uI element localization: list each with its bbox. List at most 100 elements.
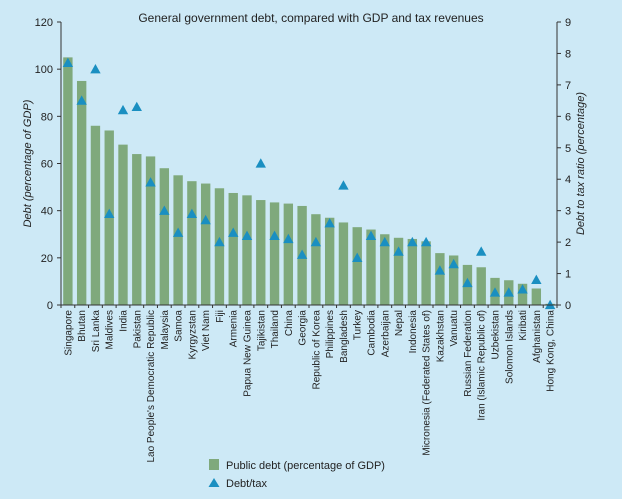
- debt-tax-marker-12: [214, 236, 225, 247]
- bar-24: [380, 234, 390, 305]
- debt-tax-marker-23: [365, 230, 377, 240]
- left-tick-label: 60: [41, 159, 53, 171]
- legend-marker-label: Debt/tax: [226, 478, 267, 490]
- right-tick-label: 9: [565, 17, 571, 29]
- category-label-6: Pakistan: [132, 310, 143, 348]
- category-label-28: Kazakhstan: [435, 310, 446, 362]
- category-label-5: India: [119, 310, 130, 332]
- debt-tax-marker-11: [200, 214, 211, 225]
- category-label-12: Fiji: [215, 310, 226, 323]
- plot-area: [62, 57, 556, 310]
- debt-tax-marker-35: [531, 274, 542, 285]
- category-label-30: Russian Federation: [463, 310, 474, 397]
- bar-26: [407, 238, 418, 305]
- bar-21: [338, 222, 349, 305]
- right-tick-label: 8: [565, 48, 571, 60]
- right-tick-label: 2: [565, 237, 571, 249]
- axes: 0 20 40 60 80 100 120 0 1 2 3 4 5 6 7 8 9 Singapore Bhutan…: [22, 17, 587, 463]
- debt-tax-marker-27: [420, 236, 432, 247]
- category-label-32: Uzbekistan: [491, 310, 502, 359]
- bar-35: [531, 288, 542, 305]
- debt-tax-marker-9: [172, 227, 184, 237]
- left-tick-label: 20: [41, 253, 53, 265]
- bar-31: [476, 267, 486, 305]
- category-label-21: Bangladesh: [339, 310, 350, 363]
- debt-tax-marker-18: [296, 249, 308, 259]
- category-label-26: Indonesia: [408, 310, 419, 354]
- debt-tax-marker-30: [462, 277, 473, 288]
- bar-7: [145, 156, 156, 305]
- category-label-36: Hong Kong, China: [546, 310, 557, 392]
- category-label-11: Viet Nam: [201, 310, 212, 351]
- debt-tax-marker-26: [407, 236, 418, 247]
- category-label-22: Turkey: [353, 310, 364, 340]
- bar-3: [90, 125, 101, 306]
- debt-tax-marker-10: [186, 208, 198, 218]
- bar-22: [352, 227, 362, 305]
- bar-5: [118, 144, 128, 305]
- right-axis-title: Debt to tax ratio (percentage): [575, 92, 587, 235]
- category-label-25: Nepal: [394, 310, 405, 336]
- bar-19: [311, 214, 321, 305]
- debt-tax-marker-14: [241, 230, 253, 240]
- debt-tax-marker-22: [352, 252, 363, 262]
- debt-tax-marker-3: [90, 63, 101, 74]
- category-label-13: Armenia: [229, 310, 240, 348]
- debt-tax-marker-34: [517, 284, 528, 294]
- right-tick-label: 7: [565, 80, 571, 92]
- right-tick-label: 0: [565, 300, 571, 312]
- category-label-3: Sri Lanka: [91, 310, 102, 353]
- debt-tax-marker-4: [104, 208, 115, 218]
- debt-tax-marker-31: [476, 246, 487, 256]
- category-label-15: Tajikistan: [256, 310, 267, 351]
- debt-tax-marker-29: [448, 258, 459, 269]
- bar-13: [228, 192, 238, 305]
- legend: Public debt (percentage of GDP) Debt/tax: [208, 459, 385, 490]
- bar-11: [200, 183, 211, 305]
- bar-17: [283, 203, 294, 305]
- right-tick-label: 6: [565, 111, 571, 123]
- debt-tax-marker-24: [379, 236, 390, 247]
- bar-12: [214, 188, 225, 305]
- category-label-29: Vanuatu: [449, 310, 460, 347]
- category-label-24: Azerbaijan: [380, 310, 391, 357]
- bar-8: [159, 168, 170, 305]
- debt-tax-marker-25: [393, 246, 404, 256]
- debt-tax-marker-15: [255, 158, 266, 168]
- category-label-27: Micronesia (Federated States of): [422, 310, 433, 456]
- category-label-7: Lao People's Democratic Republic: [146, 310, 157, 463]
- debt-tax-marker-20: [324, 218, 335, 228]
- category-label-2: Bhutan: [77, 310, 88, 342]
- debt-tax-marker-13: [228, 227, 239, 237]
- category-label-16: Thailand: [270, 310, 281, 348]
- bar-16: [269, 202, 280, 305]
- right-tick-label: 3: [565, 206, 571, 218]
- debt-tax-marker-16: [269, 230, 280, 240]
- legend-bar-swatch: [209, 459, 219, 470]
- left-tick-label: 0: [47, 300, 53, 312]
- bar-27: [421, 241, 431, 305]
- bar-1: [63, 57, 73, 305]
- category-label-1: Singapore: [63, 310, 74, 356]
- bar-10: [187, 181, 197, 305]
- debt-tax-marker-1: [62, 57, 74, 68]
- category-label-35: Afghanistan: [532, 310, 543, 363]
- chart-title: General government debt, compared with G…: [138, 11, 483, 25]
- bar-29: [448, 255, 459, 305]
- debt-tax-marker-32: [489, 287, 501, 297]
- bar-23: [366, 229, 376, 305]
- category-label-8: Malaysia: [160, 310, 171, 350]
- debt-tax-marker-8: [159, 205, 170, 215]
- left-tick-label: 120: [35, 17, 53, 29]
- category-label-14: Papua New Guinea: [243, 310, 254, 397]
- legend-marker-swatch: [208, 478, 220, 487]
- bar-34: [517, 283, 528, 305]
- bar-25: [393, 237, 404, 305]
- debt-tax-marker-7: [145, 177, 156, 187]
- category-label-19: Republic of Korea: [311, 310, 322, 390]
- bar-20: [324, 217, 335, 305]
- category-label-23: Cambodia: [367, 310, 378, 356]
